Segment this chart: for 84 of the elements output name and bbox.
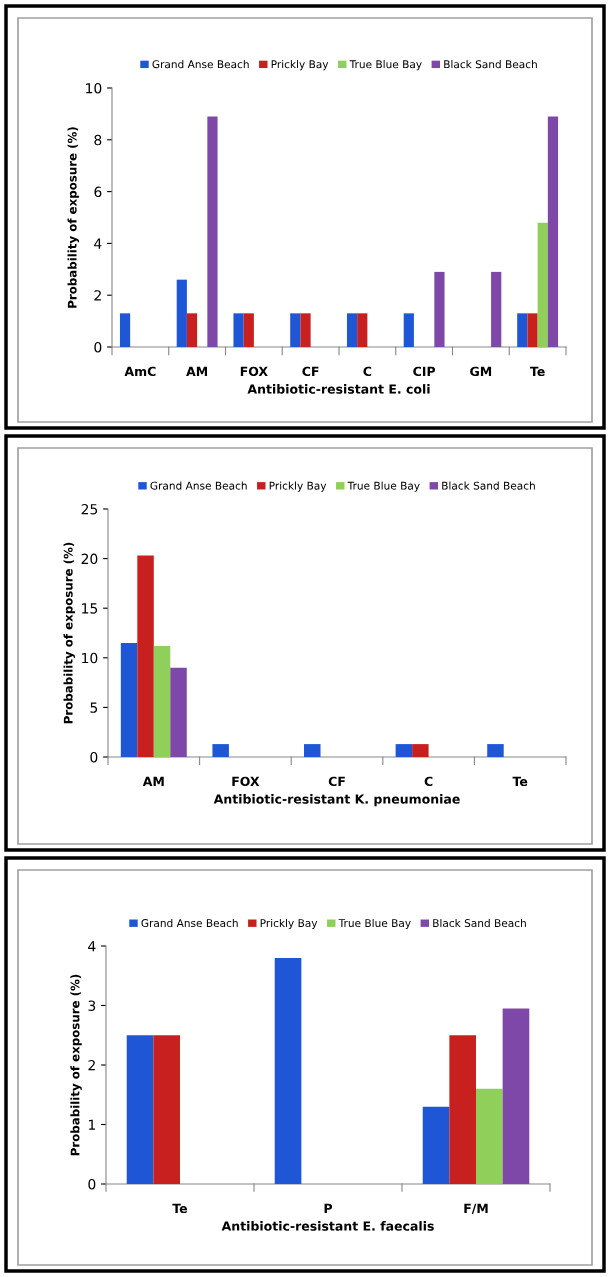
x-tick-label: Te [512, 776, 528, 787]
bar [274, 957, 302, 1184]
bar [233, 313, 244, 347]
bar [491, 271, 502, 347]
bar [412, 744, 429, 757]
bar [449, 1035, 476, 1184]
x-tick-label: CIP [413, 366, 436, 377]
bar [126, 1035, 154, 1184]
legend-label: Prickly Bay [271, 60, 329, 71]
legend-label: Grand Anse Beach [150, 481, 247, 490]
y-tick-label: 1 [88, 1119, 95, 1130]
y-tick-label: 2 [88, 1059, 95, 1071]
legend-label: Grand Anse Beach [141, 918, 238, 928]
y-tick-label: 0 [88, 1178, 96, 1190]
bar [170, 667, 187, 757]
y-tick-label: 8 [94, 134, 102, 146]
legend-label: Grand Anse Beach [152, 60, 249, 69]
bar [207, 116, 218, 347]
bar [153, 645, 171, 757]
legend-label: Prickly Bay [260, 918, 318, 930]
bar [186, 313, 198, 347]
bar [403, 313, 414, 347]
x-tick-label: AmC [124, 366, 156, 377]
y-tick-label: 0 [90, 751, 98, 763]
x-tick-label: CF [302, 366, 319, 377]
legend-label: True Blue Bay [349, 60, 422, 71]
x-axis-title: Antibiotic-resistant E. coli [247, 384, 430, 394]
x-tick-label: C [424, 776, 433, 787]
y-tick-label: 4 [88, 941, 96, 952]
bar [547, 116, 559, 347]
y-tick-label: 10 [82, 652, 98, 664]
x-tick-label: AM [142, 776, 164, 786]
y-tick-label: 4 [94, 238, 102, 249]
bar [487, 744, 504, 757]
y-axis-title: Probability of exposure (%) [67, 127, 80, 308]
bar [212, 744, 229, 757]
x-tick-label: GM [470, 366, 492, 377]
bar [120, 642, 138, 757]
bar [527, 313, 538, 347]
x-tick-label: Te [172, 1203, 188, 1214]
x-axis-title: Antibiotic-resistant K. pneumoniae [213, 794, 460, 807]
bar [434, 271, 445, 347]
y-tick-label: 0 [94, 341, 102, 353]
bar [119, 313, 131, 347]
x-axis-title: Antibiotic-resistant E. faecalis [221, 1221, 434, 1231]
bar [502, 1008, 530, 1184]
x-tick-label: AM [186, 366, 208, 376]
legend-label: True Blue Bay [347, 481, 420, 492]
legend-label: Black Sand Beach [442, 481, 535, 490]
bar [300, 313, 311, 347]
x-tick-label: F/M [464, 1203, 488, 1215]
x-tick-label: CF [328, 776, 345, 787]
bar [422, 1106, 450, 1184]
bar [304, 744, 321, 757]
bar [290, 313, 301, 347]
x-tick-label: C [363, 366, 372, 377]
bar [137, 555, 154, 757]
y-axis-title: Probability of exposure (%) [70, 974, 82, 1156]
bar [346, 313, 358, 347]
bar [517, 313, 528, 347]
legend-label: Prickly Bay [269, 481, 327, 492]
bar [243, 313, 254, 347]
x-tick-label: FOX [240, 366, 268, 377]
y-tick-label: 2 [94, 290, 101, 301]
y-tick-label: 5 [90, 702, 98, 713]
x-tick-label: Te [530, 366, 545, 377]
bar [357, 313, 368, 347]
y-tick-label: 3 [88, 1000, 96, 1011]
bar [153, 1035, 180, 1184]
y-tick-label: 25 [81, 503, 98, 515]
legend-label: Black Sand Beach [444, 60, 537, 69]
legend-label: True Blue Bay [338, 918, 411, 930]
y-tick-label: 6 [94, 186, 102, 198]
bar [395, 744, 413, 757]
bar [476, 1088, 503, 1184]
y-axis-title: Probability of exposure (%) [63, 542, 76, 724]
bar [537, 222, 548, 347]
x-tick-label: P [324, 1203, 333, 1213]
y-tick-label: 20 [81, 553, 98, 565]
y-tick-label: 15 [82, 603, 98, 614]
x-tick-label: FOX [232, 776, 260, 787]
bar [176, 279, 187, 347]
y-tick-label: 10 [86, 82, 102, 94]
legend-label: Black Sand Beach [433, 918, 526, 928]
